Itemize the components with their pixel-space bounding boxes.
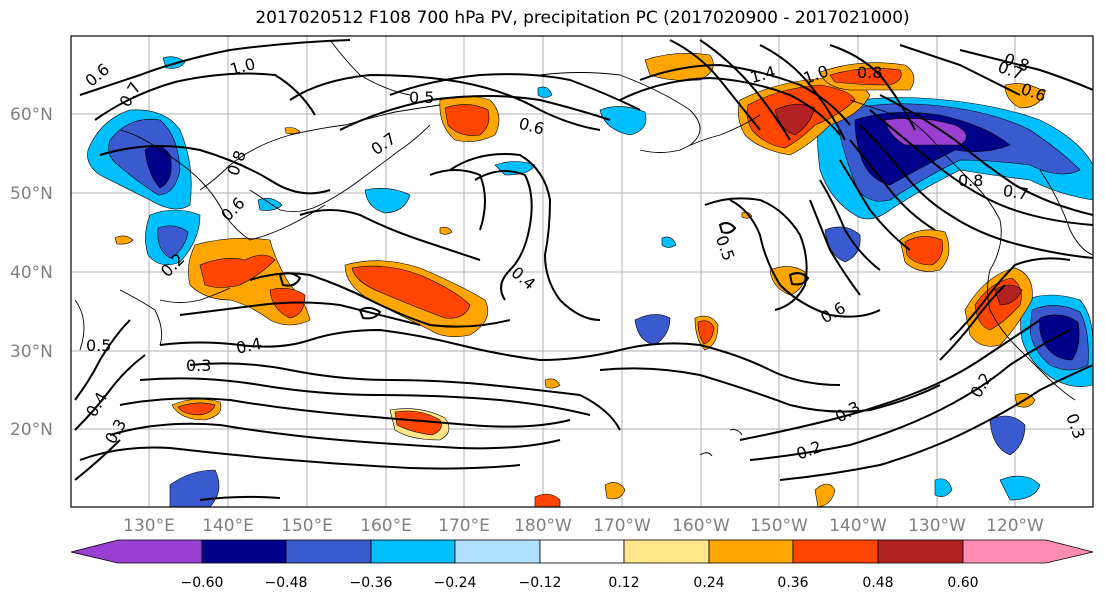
x-axis-labels: 130°E 140°E 150°E 160°E 170°E 180°W 170°… [123, 516, 1044, 536]
pv-contours [74, 39, 1093, 501]
x-tick-label: 130°W [908, 516, 966, 536]
colorbar-segment [877, 539, 964, 564]
colorbar-segment [201, 539, 287, 564]
x-tick-label: 160°W [672, 516, 730, 536]
colorbar-tick-label: 0.24 [693, 575, 724, 591]
colorbar-segment [285, 539, 372, 564]
colorbar-tick-label: 0.48 [862, 575, 893, 591]
colorbar-segment [539, 539, 625, 564]
x-tick-label: 120°W [986, 516, 1044, 536]
colorbar-tick-label: 0.36 [777, 575, 808, 591]
y-tick-label: 50°N [10, 184, 53, 204]
x-tick-label: 130°E [123, 516, 175, 536]
colorbar-segment [962, 539, 1094, 564]
x-tick-label: 150°W [750, 516, 808, 536]
contour-label: 0.5 [86, 336, 111, 355]
map-title: 2017020512 F108 700 hPa PV, precipitatio… [255, 8, 910, 28]
negative-precip-areas [87, 56, 1093, 507]
y-tick-label: 20°N [10, 420, 53, 440]
colorbar-segment [370, 539, 456, 564]
contour-label: 0.4 [234, 334, 263, 358]
y-axis-labels: 60°N 50°N 40°N 30°N 20°N [10, 105, 53, 440]
positive-precip-areas [114, 53, 1046, 507]
colorbar-tick-label: −0.36 [350, 575, 393, 591]
y-tick-label: 30°N [10, 342, 53, 362]
colorbar-segment [708, 539, 794, 564]
colorbar-segment [70, 539, 203, 564]
x-tick-label: 140°E [202, 516, 254, 536]
x-tick-label: 160°E [360, 516, 412, 536]
y-tick-label: 60°N [10, 105, 53, 125]
x-tick-label: 180°W [514, 516, 572, 536]
y-tick-label: 40°N [10, 263, 53, 283]
contour-label: 0.7 [1001, 181, 1029, 204]
x-tick-label: 170°W [593, 516, 651, 536]
colorbar-tick-label: 0.60 [947, 575, 978, 591]
colorbar-tick-label: −0.24 [434, 575, 477, 591]
map-border [70, 35, 1094, 508]
colorbar-tick-label: 0.12 [608, 575, 639, 591]
colorbar-tick-label: −0.12 [519, 575, 562, 591]
colorbar-tick-label: −0.60 [181, 575, 224, 591]
x-tick-label: 170°E [438, 516, 490, 536]
coastlines [74, 39, 1093, 457]
colorbar-tick-label: −0.48 [265, 575, 308, 591]
contour-label: 0.8 [857, 63, 882, 82]
contour-label: 0.8 [958, 171, 983, 190]
x-tick-label: 150°E [281, 516, 333, 536]
colorbar-segment [623, 539, 710, 564]
colorbar-segment [792, 539, 879, 564]
contour-label: 0.3 [186, 356, 211, 375]
contour-label: 0.5 [409, 88, 434, 107]
colorbar-segment [454, 539, 541, 564]
colorbar-labels: −0.60 −0.48 −0.36 −0.24 −0.12 0.12 0.24 … [181, 575, 979, 591]
x-tick-label: 140°W [829, 516, 887, 536]
colorbar [70, 539, 1094, 564]
